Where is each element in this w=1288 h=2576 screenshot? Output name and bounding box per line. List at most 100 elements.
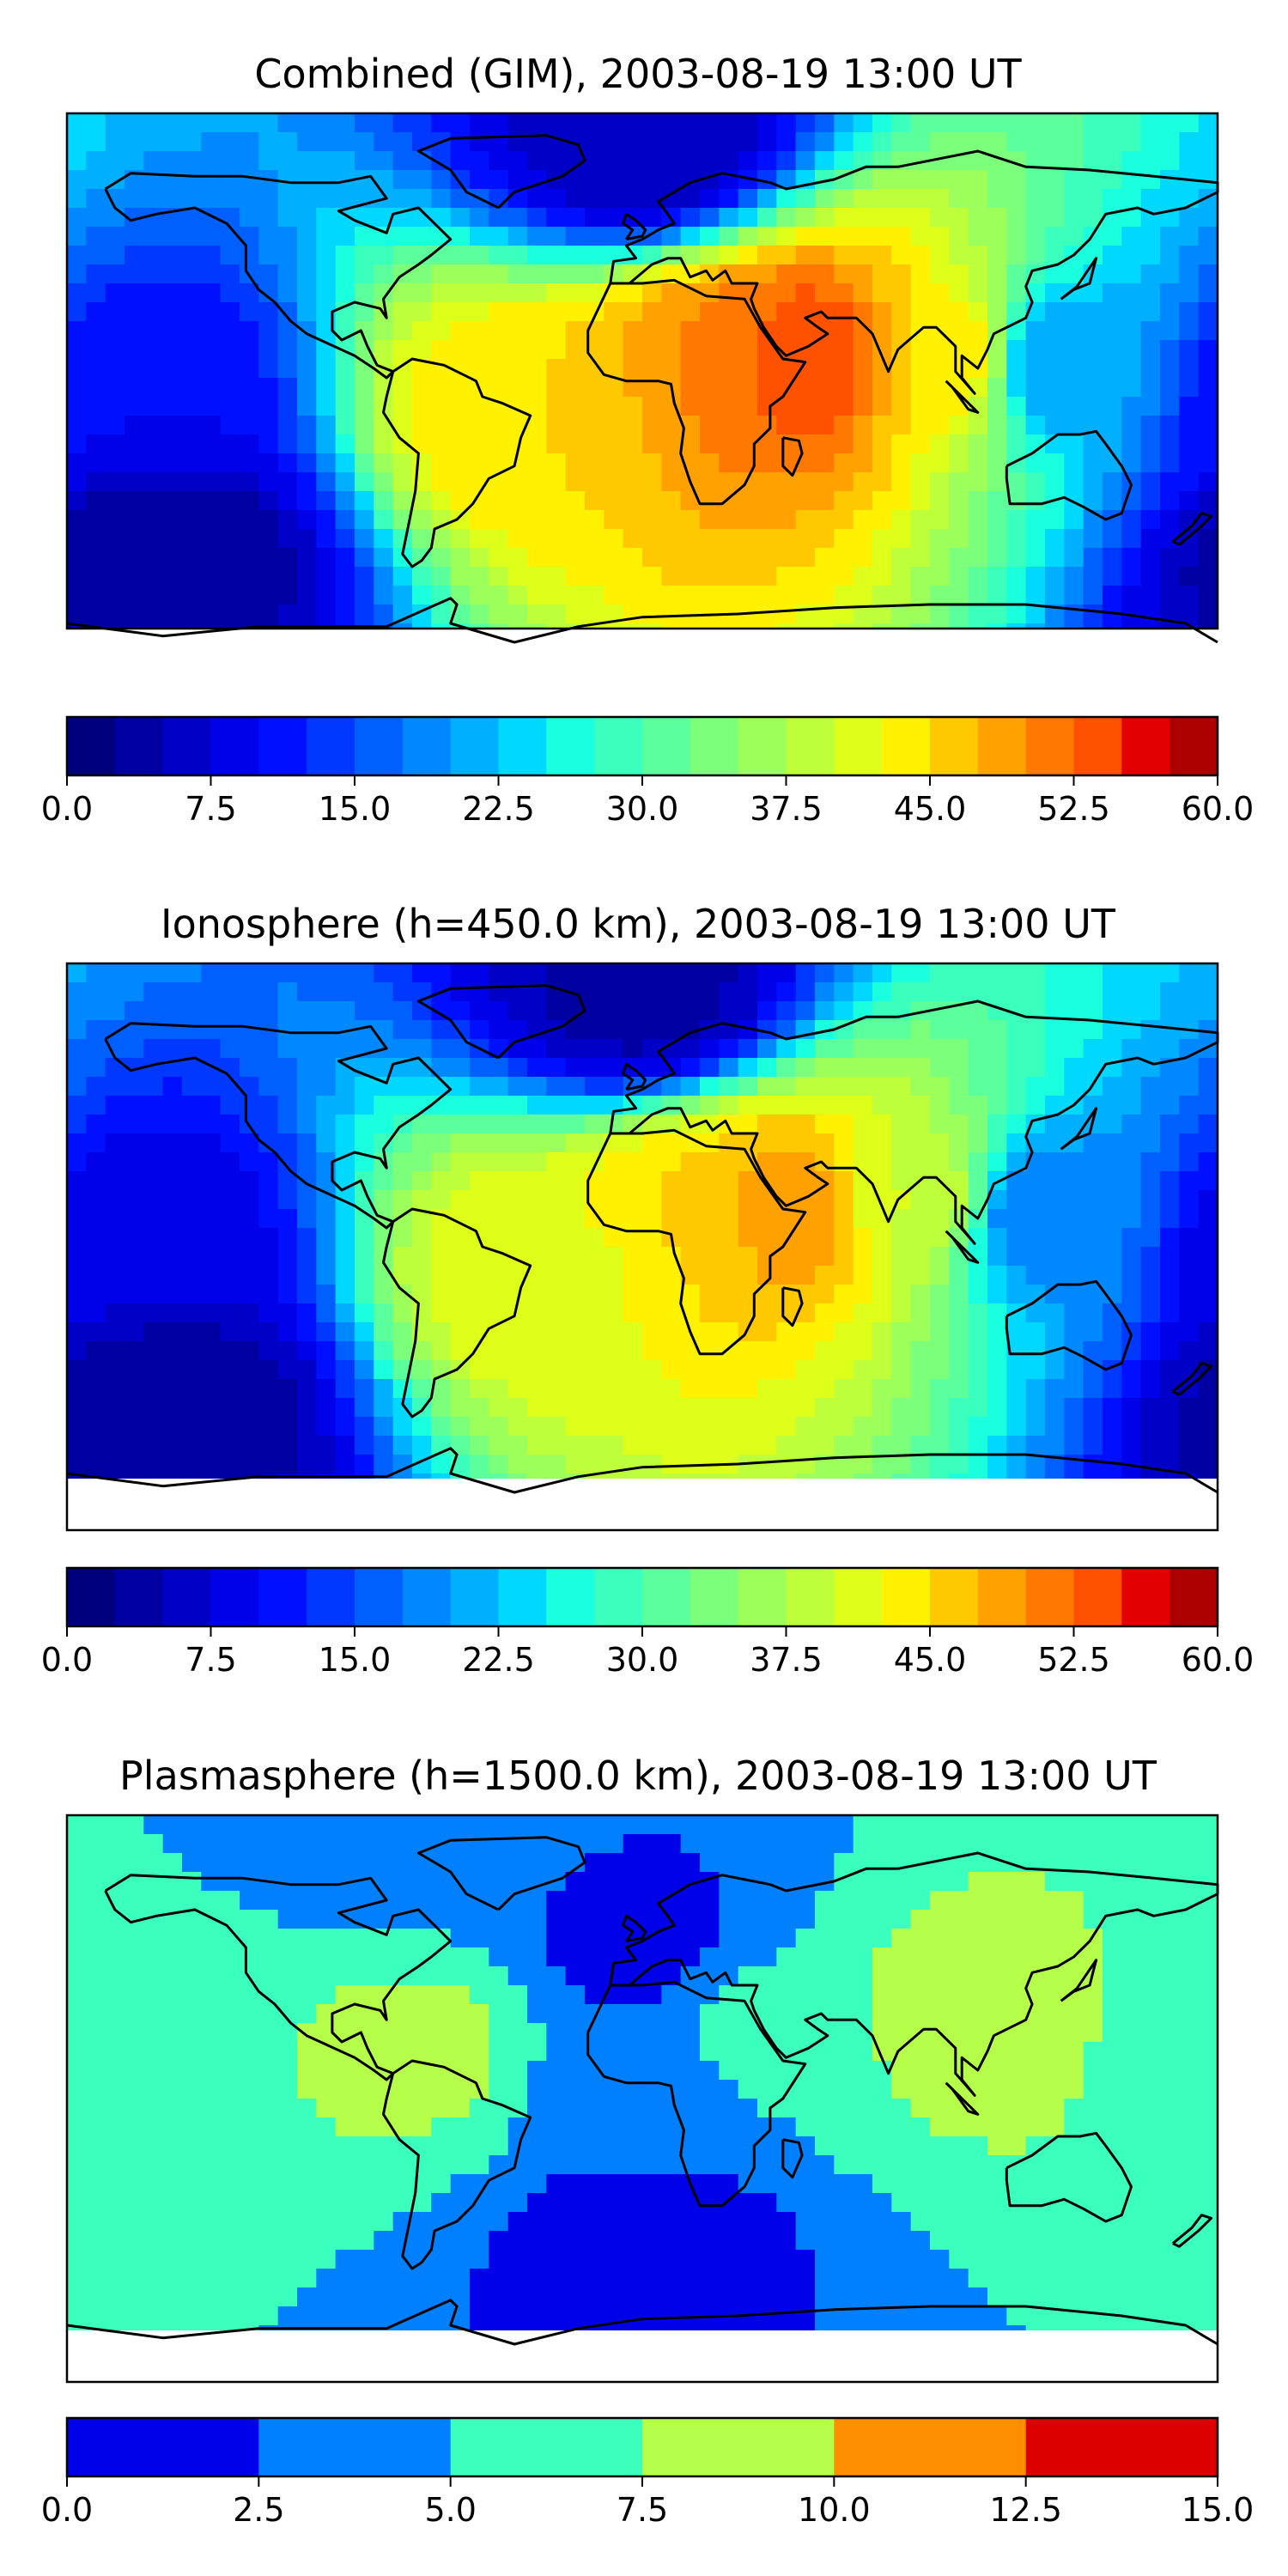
field-cell bbox=[1198, 2136, 1218, 2156]
field-cell bbox=[489, 529, 509, 549]
field-cell bbox=[86, 1966, 106, 1986]
field-cell bbox=[335, 1341, 355, 1361]
field-cell bbox=[1140, 1115, 1161, 1134]
field-cell bbox=[1121, 2174, 1142, 2194]
field-cell bbox=[316, 1417, 337, 1437]
field-cell bbox=[604, 567, 624, 586]
field-cell bbox=[277, 586, 298, 605]
field-cell bbox=[316, 1834, 337, 1854]
field-cell bbox=[220, 246, 240, 265]
field-cell bbox=[891, 2099, 912, 2118]
field-cell bbox=[201, 1171, 222, 1191]
field-cell bbox=[700, 2023, 720, 2043]
field-cell bbox=[1045, 1436, 1065, 1455]
field-cell bbox=[565, 1853, 586, 1873]
field-cell bbox=[891, 1379, 912, 1399]
field-cell bbox=[67, 1190, 87, 1210]
field-cell bbox=[872, 189, 892, 209]
field-cell bbox=[949, 1947, 969, 1967]
field-cell bbox=[891, 246, 912, 265]
field-cell bbox=[565, 605, 586, 624]
field-cell bbox=[680, 2136, 701, 2156]
field-cell bbox=[623, 170, 643, 190]
field-cell bbox=[987, 2155, 1007, 2175]
field-cell bbox=[489, 302, 509, 322]
field-cell bbox=[872, 359, 892, 379]
field-cell bbox=[182, 1322, 202, 1342]
field-cell bbox=[316, 2080, 337, 2099]
field-cell bbox=[757, 982, 777, 1002]
field-cell bbox=[162, 1303, 183, 1323]
field-cell bbox=[412, 510, 432, 530]
field-cell bbox=[431, 623, 452, 629]
field-cell bbox=[86, 1303, 106, 1323]
field-cell bbox=[527, 1511, 547, 1531]
field-cell bbox=[757, 264, 777, 284]
field-cell bbox=[738, 1247, 758, 1267]
field-cell bbox=[604, 1058, 624, 1078]
field-cell bbox=[1140, 246, 1161, 265]
field-cell bbox=[240, 1815, 259, 1835]
field-cell bbox=[162, 605, 183, 624]
field-cell bbox=[930, 208, 950, 228]
field-cell bbox=[700, 1096, 720, 1115]
field-cell bbox=[565, 1077, 586, 1097]
field-cell bbox=[67, 491, 87, 511]
field-cell bbox=[470, 1947, 489, 1967]
field-cell bbox=[757, 1492, 777, 1512]
field-cell bbox=[853, 378, 873, 398]
field-cell bbox=[527, 1853, 547, 1873]
field-cell bbox=[776, 1303, 797, 1323]
field-cell bbox=[335, 2042, 355, 2062]
field-cell bbox=[105, 1285, 125, 1304]
field-cell bbox=[374, 1910, 394, 1929]
field-cell bbox=[470, 510, 489, 530]
field-cell bbox=[374, 1001, 394, 1021]
field-cell bbox=[431, 453, 452, 473]
field-cell bbox=[796, 642, 816, 662]
field-cell bbox=[201, 1398, 222, 1418]
field-cell bbox=[642, 1455, 662, 1474]
field-cell bbox=[162, 1379, 183, 1399]
field-cell bbox=[604, 378, 624, 398]
field-cell bbox=[507, 1285, 528, 1304]
field-cell bbox=[776, 529, 797, 549]
field-cell bbox=[258, 1190, 279, 1210]
field-cell bbox=[910, 1360, 931, 1380]
field-cell bbox=[1025, 2136, 1046, 2156]
field-cell bbox=[374, 340, 394, 360]
field-cell bbox=[661, 472, 682, 492]
field-cell bbox=[1103, 472, 1122, 492]
field-cell bbox=[795, 132, 816, 152]
field-cell bbox=[853, 1039, 873, 1059]
field-cell bbox=[105, 1985, 125, 2005]
field-cell bbox=[1083, 397, 1103, 416]
field-cell bbox=[392, 227, 413, 246]
field-cell bbox=[949, 208, 969, 228]
field-cell bbox=[162, 1171, 183, 1191]
field-cell bbox=[297, 963, 317, 983]
field-cell bbox=[412, 434, 432, 454]
field-cell bbox=[623, 2023, 643, 2043]
field-cell bbox=[1064, 1398, 1084, 1418]
field-cell bbox=[86, 302, 106, 322]
field-cell bbox=[1140, 510, 1161, 530]
field-cell bbox=[220, 1417, 240, 1437]
field-cell bbox=[987, 1020, 1007, 1040]
field-cell bbox=[1160, 2080, 1180, 2099]
field-cell bbox=[1103, 2023, 1122, 2043]
field-cell bbox=[834, 567, 854, 586]
field-cell bbox=[489, 1077, 509, 1097]
colorbar-tick-label: 45.0 bbox=[894, 1641, 967, 1679]
field-cell bbox=[162, 2061, 183, 2081]
field-cell bbox=[67, 661, 87, 681]
field-cell bbox=[105, 113, 125, 133]
field-cell bbox=[489, 963, 509, 983]
field-cell bbox=[1160, 113, 1180, 133]
field-cell bbox=[258, 453, 279, 473]
field-cell bbox=[968, 1834, 988, 1854]
field-cell bbox=[872, 378, 892, 398]
field-cell bbox=[1025, 1247, 1046, 1267]
field-cell bbox=[604, 548, 624, 568]
field-cell bbox=[949, 416, 969, 435]
